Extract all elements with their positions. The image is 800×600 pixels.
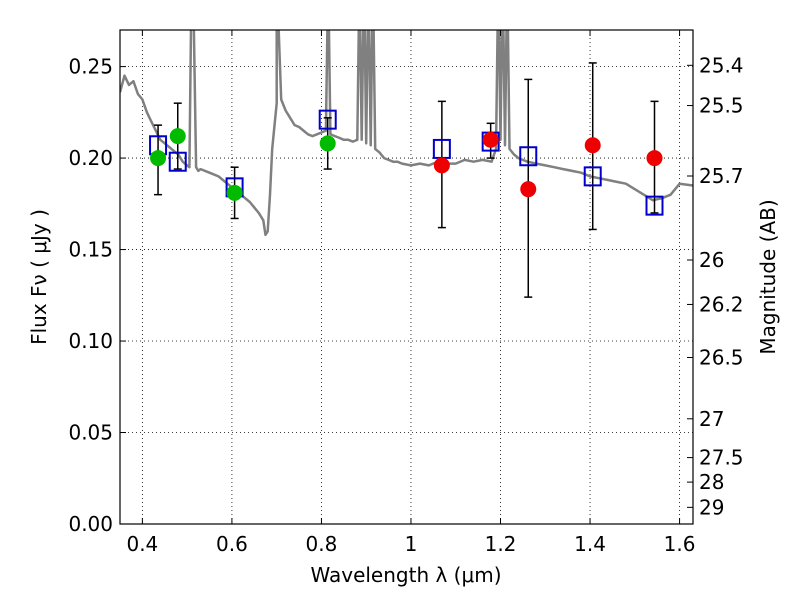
model-photometry-square bbox=[168, 151, 187, 172]
y-axis-label: Flux Fν ( μJy ) bbox=[27, 209, 51, 345]
y-tick-label: 0.15 bbox=[68, 238, 113, 262]
observed-point bbox=[482, 131, 499, 148]
model-photometry-square bbox=[318, 109, 337, 130]
x-tick-label: 1 bbox=[405, 532, 418, 556]
observed-point bbox=[520, 181, 537, 198]
observed-point bbox=[584, 137, 601, 154]
plot-frame bbox=[119, 29, 694, 525]
observed-point bbox=[319, 135, 336, 152]
x-tick-label: 0.8 bbox=[306, 532, 338, 556]
right-tick-label: 26.5 bbox=[699, 346, 744, 370]
right-tick-label: 29 bbox=[699, 495, 724, 519]
model-sed-line bbox=[120, 30, 693, 237]
y-tick-label: 0.05 bbox=[68, 421, 113, 445]
y-tick-label: 0.20 bbox=[68, 146, 113, 170]
x-tick-label: 0.4 bbox=[126, 532, 158, 556]
plot-area bbox=[120, 30, 693, 298]
right-tick-label: 25.5 bbox=[699, 94, 744, 118]
y-tick-label: 0.10 bbox=[68, 329, 113, 353]
observed-point bbox=[150, 150, 167, 167]
x-tick-label: 1.4 bbox=[574, 532, 606, 556]
right-tick-label: 27 bbox=[699, 407, 724, 431]
ticks: 0.4 0.6 0.8 1 1.2 1.4 1.6 0.00 0.05 0.10 0.15 0.20 0… bbox=[68, 30, 744, 556]
model-photometry-square bbox=[583, 166, 602, 187]
right-tick-label: 27.5 bbox=[699, 446, 744, 470]
right-tick-label: 25.7 bbox=[699, 164, 744, 188]
model-photometry-square bbox=[519, 146, 538, 167]
right-tick-label: 28 bbox=[699, 470, 724, 494]
plot-background bbox=[120, 30, 693, 524]
y-tick-label: 0.25 bbox=[68, 55, 113, 79]
observed-point bbox=[433, 157, 450, 174]
x-axis-label: Wavelength λ (μm) bbox=[310, 563, 501, 587]
x-tick-label: 1.6 bbox=[664, 532, 696, 556]
observed-point bbox=[169, 128, 186, 145]
x-tick-label: 1.2 bbox=[485, 532, 517, 556]
model-photometry-square bbox=[645, 195, 664, 216]
observed-point bbox=[226, 184, 243, 201]
x-tick-label: 0.6 bbox=[216, 532, 248, 556]
right-tick-label: 25.4 bbox=[699, 53, 744, 77]
right-tick-label: 26.2 bbox=[699, 292, 744, 316]
right-axis-label: Magnitude (AB) bbox=[756, 199, 780, 354]
observed-point bbox=[646, 150, 663, 167]
y-tick-label: 0.00 bbox=[68, 512, 113, 536]
right-tick-label: 26 bbox=[699, 248, 724, 272]
